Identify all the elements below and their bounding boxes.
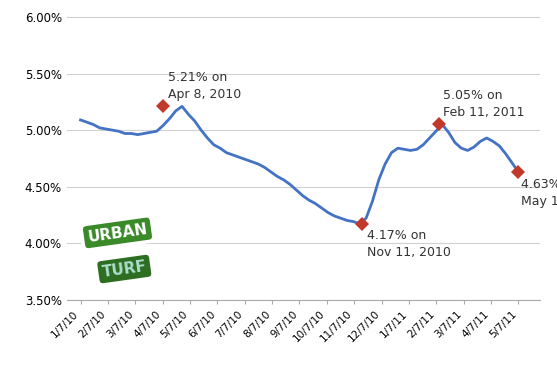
Text: 4.17% on
Nov 11, 2010: 4.17% on Nov 11, 2010 — [367, 230, 451, 260]
Text: URBAN: URBAN — [86, 221, 148, 245]
Text: 5.21% on
Apr 8, 2010: 5.21% on Apr 8, 2010 — [168, 71, 241, 101]
Text: TURF: TURF — [101, 258, 148, 280]
Text: 5.05% on
Feb 11, 2011: 5.05% on Feb 11, 2011 — [443, 89, 525, 119]
Text: 4.63% on
May 12, 2011: 4.63% on May 12, 2011 — [521, 177, 557, 207]
